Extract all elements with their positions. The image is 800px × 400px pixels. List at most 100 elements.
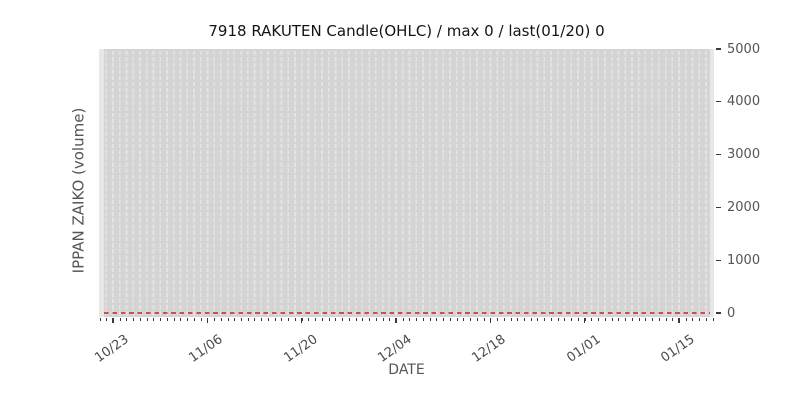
x-minor-tick-mark [119,318,121,321]
x-minor-tick-mark [658,318,660,321]
x-minor-tick-mark [389,318,391,321]
x-minor-tick-mark [577,318,579,321]
plot-area [99,49,714,317]
x-minor-tick-mark [153,318,155,321]
x-minor-tick-mark [288,318,290,321]
x-minor-tick-mark [557,318,559,321]
x-minor-tick-mark [672,318,674,321]
x-minor-tick-mark [483,318,485,321]
x-minor-tick-mark [113,318,114,321]
y-tick-label: 3000 [727,147,761,163]
x-minor-tick-mark [146,318,148,321]
x-minor-tick-mark [402,318,404,321]
x-minor-tick-mark [611,318,613,321]
zero-value-dashed-line [104,312,710,314]
x-minor-tick-mark [220,318,222,321]
x-minor-tick-mark [139,318,141,321]
x-minor-tick-mark [133,318,135,321]
x-minor-tick-mark [234,318,236,321]
x-minor-tick-mark [342,318,344,321]
x-minor-tick-mark [665,318,667,321]
x-minor-tick-mark [369,318,371,321]
y-tick-mark [716,154,721,156]
x-minor-tick-mark [308,318,310,321]
x-minor-tick-mark [416,318,418,321]
x-minor-tick-mark [382,318,384,321]
x-minor-tick-mark [267,318,269,321]
x-minor-tick-mark [173,318,175,321]
x-minor-tick-mark [395,318,397,321]
x-minor-tick-mark [712,318,714,321]
x-tick-mark [395,318,397,323]
y-tick-mark [716,312,721,314]
x-minor-tick-mark [618,318,620,321]
y-tick-mark [716,206,721,208]
x-tick-mark [301,318,303,323]
x-minor-tick-mark [598,318,600,321]
y-tick-mark [716,101,721,103]
x-minor-tick-mark [530,318,532,321]
x-minor-tick-mark [362,318,364,321]
y-tick-mark [716,259,721,261]
x-minor-tick-mark [631,318,633,321]
x-minor-tick-mark [699,318,701,321]
x-minor-tick-mark [409,318,411,321]
x-minor-tick-mark [301,318,303,321]
x-minor-tick-mark [584,318,586,321]
chart-title: 7918 RAKUTEN Candle(OHLC) / max 0 / last… [208,22,605,40]
x-minor-tick-mark [517,318,519,321]
x-axis-label: DATE [388,362,425,378]
x-minor-tick-mark [705,318,707,321]
x-minor-tick-mark [355,318,357,321]
x-minor-tick-mark [281,318,283,321]
x-minor-tick-mark [476,318,478,321]
x-minor-tick-mark [166,318,168,321]
x-minor-tick-mark [180,318,182,321]
x-minor-tick-mark [524,318,525,321]
x-minor-tick-mark [348,318,350,321]
x-minor-tick-mark [678,318,680,321]
x-minor-tick-mark [227,318,229,321]
x-minor-tick-mark [321,318,323,321]
x-minor-tick-mark [294,318,296,321]
x-minor-tick-mark [328,318,330,321]
x-minor-tick-mark [625,318,627,321]
x-minor-tick-mark [429,318,431,321]
x-minor-tick-mark [241,318,243,321]
y-tick-label: 0 [727,305,736,321]
x-minor-tick-mark [193,318,195,321]
x-minor-tick-mark [207,318,209,321]
y-tick-mark [716,48,721,50]
x-minor-tick-mark [200,318,202,321]
x-minor-tick-mark [443,318,445,321]
x-minor-tick-mark [126,318,128,321]
y-tick-label: 5000 [727,41,761,57]
x-minor-tick-mark [550,318,552,321]
x-minor-tick-mark [604,318,606,321]
x-minor-tick-mark [315,318,317,321]
x-minor-tick-mark [214,318,216,321]
x-minor-tick-mark [503,318,505,321]
x-minor-tick-mark [490,318,492,321]
x-minor-tick-mark [470,318,472,321]
x-minor-tick-mark [652,318,654,321]
y-tick-label: 2000 [727,199,761,215]
x-minor-tick-mark [544,318,546,321]
x-minor-tick-mark [99,318,101,321]
x-minor-tick-mark [254,318,256,321]
x-minor-tick-mark [510,318,512,321]
x-minor-tick-mark [456,318,458,321]
daily-dashed-gridlines [104,49,710,317]
x-minor-tick-mark [564,318,566,321]
x-minor-tick-mark [497,318,499,321]
x-minor-tick-mark [638,318,640,321]
x-minor-tick-mark [261,318,263,321]
x-minor-tick-mark [645,318,647,321]
x-minor-tick-mark [106,318,108,321]
x-tick-mark [112,318,114,323]
x-minor-tick-mark [187,318,189,321]
x-minor-tick-mark [571,318,573,321]
x-minor-tick-mark [449,318,451,321]
x-minor-tick-mark [685,318,687,321]
